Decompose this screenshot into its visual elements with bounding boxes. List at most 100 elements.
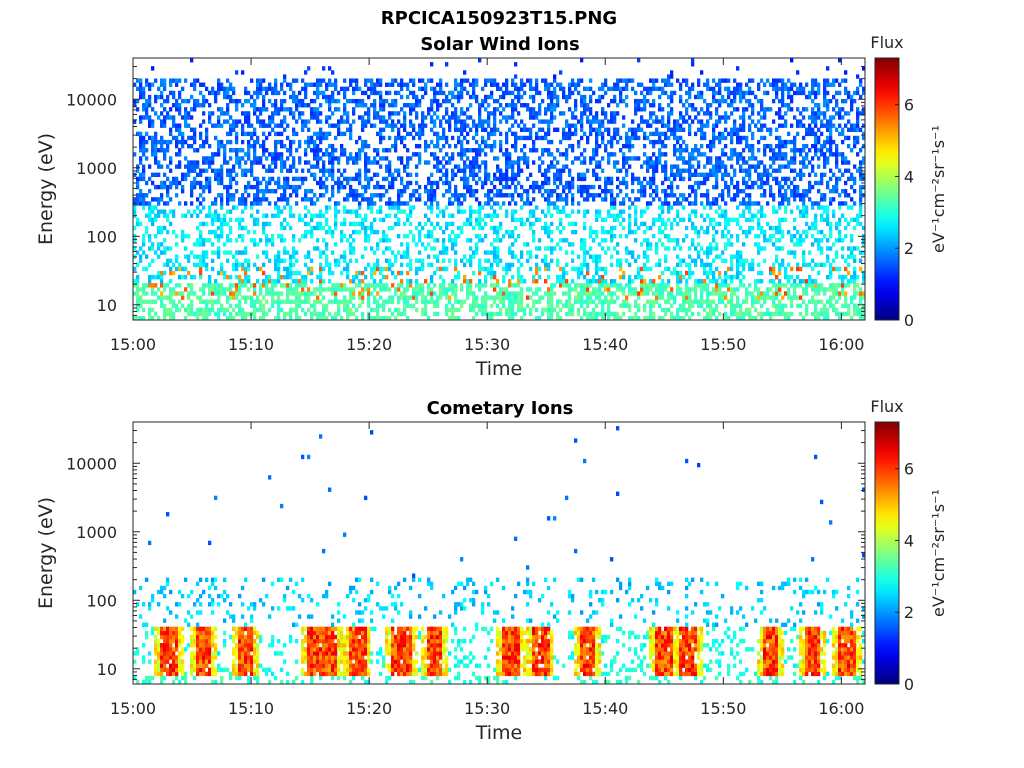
heatmap-cell bbox=[685, 270, 689, 276]
heatmap-cell bbox=[277, 315, 281, 321]
heatmap-cell bbox=[457, 197, 461, 202]
heatmap-cell bbox=[289, 82, 293, 87]
heatmap-cell bbox=[547, 229, 551, 235]
heatmap-cell bbox=[451, 172, 455, 178]
heatmap-cell bbox=[499, 258, 503, 263]
heatmap-cell bbox=[184, 115, 188, 120]
heatmap-cell bbox=[688, 94, 692, 100]
heatmap-cell bbox=[217, 246, 221, 251]
heatmap-cell bbox=[166, 295, 170, 300]
heatmap-cell bbox=[406, 242, 410, 247]
heatmap-cell bbox=[604, 176, 608, 182]
heatmap-cell bbox=[313, 172, 317, 178]
heatmap-cell bbox=[403, 82, 407, 87]
heatmap-cell bbox=[334, 123, 338, 128]
heatmap-cell bbox=[304, 160, 308, 165]
heatmap-cell bbox=[466, 90, 470, 96]
heatmap-cell bbox=[274, 90, 278, 96]
heatmap-cell bbox=[157, 270, 161, 276]
heatmap-cell bbox=[508, 193, 512, 198]
heatmap-cell bbox=[580, 291, 584, 296]
heatmap-cell bbox=[601, 107, 605, 112]
heatmap-cell bbox=[481, 311, 485, 317]
heatmap-cell bbox=[541, 160, 545, 165]
heatmap-cell bbox=[229, 209, 233, 214]
heatmap-cell bbox=[703, 299, 707, 304]
heatmap-cell bbox=[142, 315, 146, 321]
heatmap-cell bbox=[376, 291, 380, 296]
heatmap-cell bbox=[592, 156, 596, 161]
heatmap-cell bbox=[448, 90, 452, 96]
heatmap-cell bbox=[544, 180, 548, 186]
heatmap-cell bbox=[550, 283, 554, 288]
heatmap-cell bbox=[292, 94, 296, 100]
heatmap-cell bbox=[493, 229, 497, 235]
heatmap-cell bbox=[388, 225, 392, 231]
heatmap-cell bbox=[478, 287, 482, 292]
heatmap-cell bbox=[262, 131, 266, 137]
heatmap-cell bbox=[625, 172, 629, 178]
heatmap-cell bbox=[547, 201, 551, 206]
heatmap-cell bbox=[358, 205, 362, 210]
heatmap-cell bbox=[544, 107, 548, 112]
heatmap-cell bbox=[478, 115, 482, 120]
heatmap-cell bbox=[595, 229, 599, 235]
heatmap-cell bbox=[565, 303, 569, 309]
heatmap-cell bbox=[481, 225, 485, 231]
heatmap-cell bbox=[196, 180, 200, 186]
heatmap-cell bbox=[292, 164, 296, 169]
heatmap-cell bbox=[601, 279, 605, 284]
heatmap-cell bbox=[343, 184, 347, 190]
heatmap-cell bbox=[142, 238, 146, 243]
heatmap-cell bbox=[484, 213, 488, 218]
heatmap-cell bbox=[142, 86, 146, 92]
heatmap-cell bbox=[403, 123, 407, 128]
heatmap-cell bbox=[604, 238, 608, 243]
heatmap-cell bbox=[334, 205, 338, 210]
heatmap-cell bbox=[589, 123, 593, 128]
heatmap-cell bbox=[541, 295, 545, 300]
heatmap-cell bbox=[193, 86, 197, 92]
heatmap-cell bbox=[571, 131, 575, 137]
heatmap-cell bbox=[343, 131, 347, 137]
heatmap-cell bbox=[697, 148, 701, 153]
heatmap-cell bbox=[322, 279, 326, 284]
heatmap-cell bbox=[343, 307, 347, 313]
heatmap-cell bbox=[454, 197, 458, 202]
heatmap-cell bbox=[211, 307, 215, 313]
heatmap-cell bbox=[616, 262, 620, 268]
heatmap-cell bbox=[304, 148, 308, 153]
heatmap-cell bbox=[661, 221, 665, 227]
heatmap-cell bbox=[160, 94, 164, 100]
heatmap-cell bbox=[700, 143, 704, 149]
heatmap-cell bbox=[424, 303, 428, 309]
heatmap-cell bbox=[625, 250, 629, 255]
heatmap-cell bbox=[283, 74, 287, 79]
heatmap-cell bbox=[595, 258, 599, 263]
heatmap-cell bbox=[589, 279, 593, 284]
heatmap-cell bbox=[136, 295, 140, 300]
heatmap-cell bbox=[457, 274, 461, 280]
heatmap-cell bbox=[313, 148, 317, 153]
heatmap-cell bbox=[172, 213, 176, 218]
heatmap-cell bbox=[511, 180, 515, 186]
heatmap-cell bbox=[631, 201, 635, 206]
heatmap-cell bbox=[151, 217, 155, 223]
heatmap-cell bbox=[493, 82, 497, 87]
heatmap-cell bbox=[667, 78, 671, 83]
heatmap-cell bbox=[514, 176, 518, 182]
heatmap-cell bbox=[193, 291, 197, 296]
heatmap-cell bbox=[643, 209, 647, 214]
heatmap-cell bbox=[400, 279, 404, 284]
heatmap-cell bbox=[340, 229, 344, 235]
heatmap-cell bbox=[685, 160, 689, 165]
heatmap-cell bbox=[676, 139, 680, 145]
heatmap-cell bbox=[346, 119, 350, 124]
heatmap-cell bbox=[637, 254, 641, 259]
heatmap-cell bbox=[370, 266, 374, 272]
heatmap-cell bbox=[265, 254, 269, 259]
heatmap-cell bbox=[532, 160, 536, 165]
heatmap-cell bbox=[538, 127, 542, 132]
heatmap-cell bbox=[241, 311, 245, 317]
heatmap-cell bbox=[484, 250, 488, 255]
